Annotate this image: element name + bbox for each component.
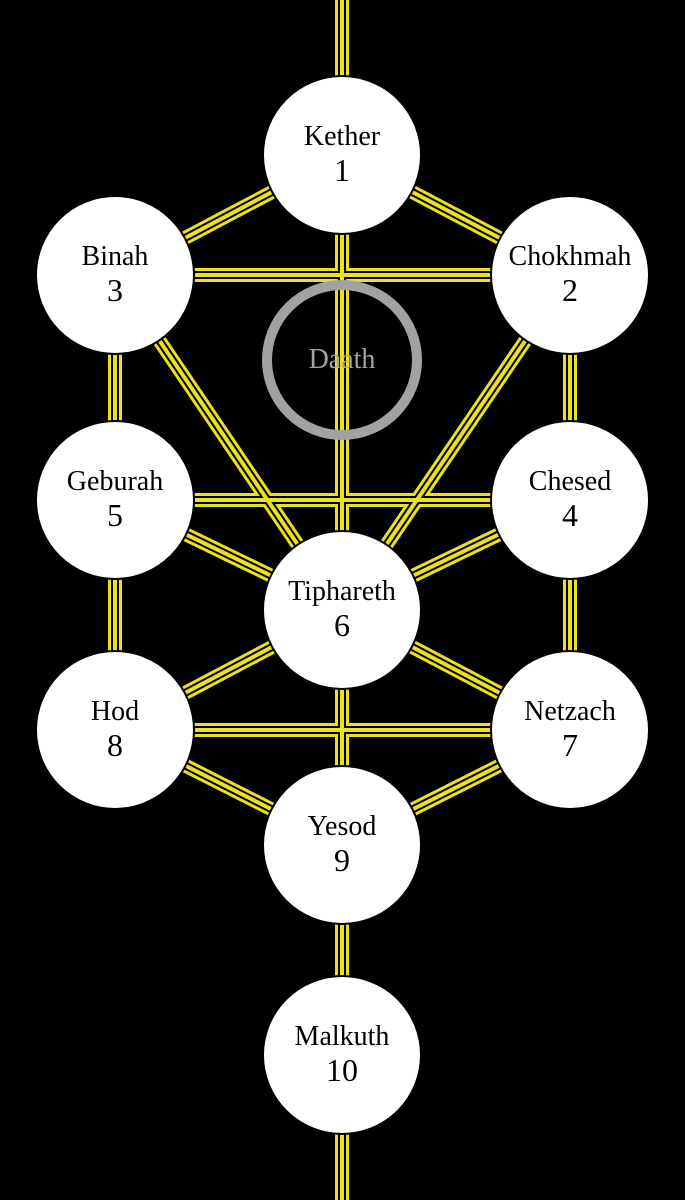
node-binah: Binah3: [35, 195, 195, 355]
node-chokhmah-number: 2: [562, 273, 578, 308]
node-binah-label: Binah: [82, 242, 149, 273]
node-malkuth: Malkuth10: [262, 975, 422, 1135]
node-geburah-number: 5: [107, 498, 123, 533]
node-tiphareth-label: Tiphareth: [288, 577, 396, 608]
node-tiphareth: Tiphareth6: [262, 530, 422, 690]
node-malkuth-label: Malkuth: [295, 1022, 390, 1053]
node-chokhmah: Chokhmah2: [490, 195, 650, 355]
node-chesed-label: Chesed: [529, 467, 611, 498]
node-tiphareth-number: 6: [334, 608, 350, 643]
node-malkuth-number: 10: [326, 1053, 358, 1088]
node-netzach-label: Netzach: [524, 697, 616, 728]
node-chesed-number: 4: [562, 498, 578, 533]
node-daath: Daath: [262, 280, 422, 440]
node-kether-number: 1: [334, 153, 350, 188]
node-hod-label: Hod: [91, 697, 139, 728]
node-geburah: Geburah5: [35, 420, 195, 580]
node-yesod: Yesod9: [262, 765, 422, 925]
node-netzach: Netzach7: [490, 650, 650, 810]
node-hod: Hod8: [35, 650, 195, 810]
node-binah-number: 3: [107, 273, 123, 308]
node-kether-label: Kether: [304, 122, 380, 153]
node-netzach-number: 7: [562, 728, 578, 763]
node-geburah-label: Geburah: [67, 467, 163, 498]
node-yesod-number: 9: [334, 843, 350, 878]
node-chesed: Chesed4: [490, 420, 650, 580]
node-kether: Kether1: [262, 75, 422, 235]
tree-of-life-diagram: Daath Kether1 Chokhmah2 Binah3 Chesed4 Gebur…: [0, 0, 685, 1200]
node-daath-label: Daath: [309, 345, 376, 376]
node-hod-number: 8: [107, 728, 123, 763]
node-yesod-label: Yesod: [308, 812, 377, 843]
node-chokhmah-label: Chokhmah: [509, 242, 632, 273]
